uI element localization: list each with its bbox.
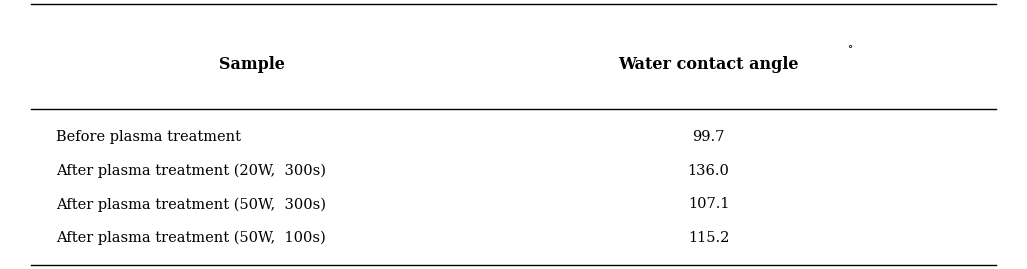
Text: 99.7: 99.7 [692, 130, 725, 144]
Text: After plasma treatment (50W,  100s): After plasma treatment (50W, 100s) [56, 231, 327, 245]
Text: After plasma treatment (20W,  300s): After plasma treatment (20W, 300s) [56, 164, 327, 178]
Text: Before plasma treatment: Before plasma treatment [56, 130, 241, 144]
Text: 107.1: 107.1 [688, 197, 729, 211]
Text: 115.2: 115.2 [688, 231, 729, 245]
Text: After plasma treatment (50W,  300s): After plasma treatment (50W, 300s) [56, 197, 327, 212]
Text: °: ° [847, 45, 852, 54]
Text: Water contact angle: Water contact angle [618, 56, 799, 73]
Text: 136.0: 136.0 [688, 164, 729, 178]
Text: Sample: Sample [219, 56, 284, 73]
